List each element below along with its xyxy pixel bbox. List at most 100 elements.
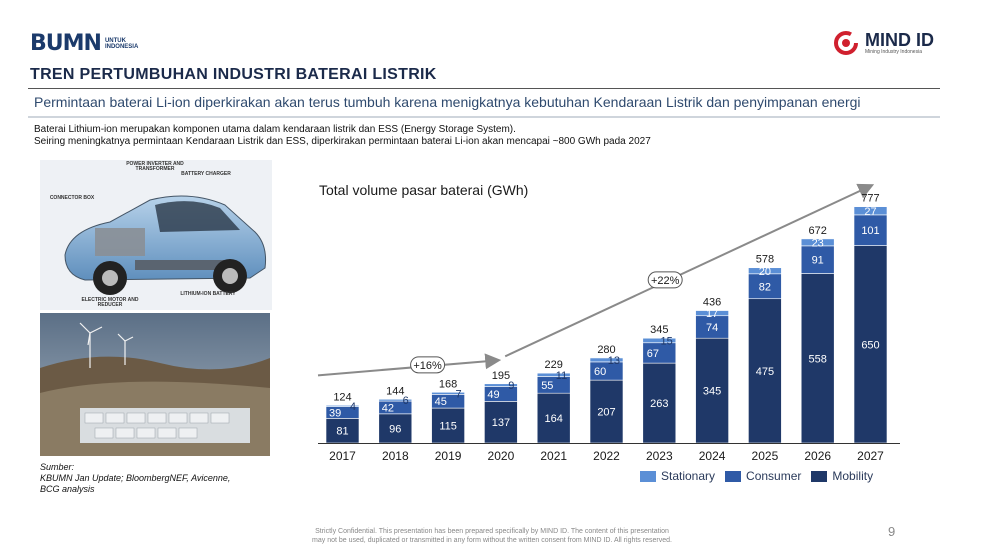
- tick-label-2019: 2019: [435, 449, 462, 463]
- footer-line-1: Strictly Confidential. This presentation…: [315, 528, 669, 535]
- bar-mobility-2022: [589, 379, 624, 444]
- label-consumer-2020: 49: [487, 389, 499, 401]
- label-stationary-2026: 23: [812, 237, 824, 249]
- bar-stationary-2018: [378, 398, 413, 402]
- label-lithium-battery: LITHIUM-ION BATTERY: [180, 291, 236, 297]
- label-stationary-2027: 27: [864, 206, 876, 218]
- tick-label-2026: 2026: [804, 449, 831, 463]
- label-mobility-2021: 164: [545, 413, 563, 425]
- bar-mobility-2017: [325, 418, 360, 444]
- tick-label-2022: 2022: [593, 449, 620, 463]
- footer-line-2: may not be used, duplicated or transmitt…: [312, 537, 672, 544]
- total-label-2023: 345: [650, 324, 668, 336]
- label-mobility-2018: 96: [389, 423, 401, 435]
- title-divider: [28, 88, 940, 89]
- page-number: 9: [888, 524, 896, 539]
- bar-mobility-2026: [800, 273, 835, 444]
- tick-label-2021: 2021: [540, 449, 567, 463]
- tick-label-2020: 2020: [488, 449, 515, 463]
- growth-arrow-2: [504, 183, 875, 358]
- bar-mobility-2021: [536, 392, 571, 444]
- bar-consumer-2025: [748, 273, 782, 300]
- label-mobility-2024: 345: [703, 386, 721, 398]
- mind-id-logo-text: MIND ID: [865, 30, 934, 50]
- label-stationary-2019: 7: [455, 388, 461, 400]
- total-label-2027: 777: [861, 193, 879, 205]
- chart-legend: Stationary Consumer Mobility: [640, 469, 873, 483]
- bar-stationary-2020: [484, 383, 518, 387]
- label-consumer-2017: 39: [329, 407, 341, 419]
- page-subtitle: Permintaan baterai Li-ion diperkirakan a…: [34, 94, 861, 110]
- cagr-2021-2027-badge: [647, 271, 683, 289]
- bar-stationary-2021: [536, 372, 571, 377]
- total-label-2025: 578: [756, 254, 774, 266]
- label-stationary-2018: 6: [403, 395, 409, 407]
- label-stationary-2025: 20: [759, 266, 771, 278]
- total-label-2017: 124: [333, 391, 351, 403]
- label-mobility-2025: 475: [756, 366, 774, 378]
- energy-storage-photo: [40, 313, 270, 456]
- label-mobility-2023: 263: [650, 398, 668, 410]
- tick-label-2017: 2017: [329, 449, 356, 463]
- tick-label-2025: 2025: [752, 449, 779, 463]
- label-stationary-2022: 13: [608, 355, 620, 367]
- bar-stationary-2022: [589, 357, 624, 363]
- tick-label-2027: 2027: [857, 449, 884, 463]
- bar-mobility-2020: [484, 401, 518, 444]
- chart-title: Total volume pasar baterai (GWh): [319, 182, 529, 198]
- label-consumer-2021: 55: [541, 380, 553, 392]
- legend-swatch-stationary: [640, 470, 656, 482]
- bar-stationary-2025: [748, 267, 782, 275]
- label-mobility-2020: 137: [492, 417, 510, 429]
- subtitle-divider: [28, 116, 940, 118]
- total-label-2026: 672: [809, 225, 827, 237]
- bar-consumer-2026: [800, 245, 835, 274]
- bar-mobility-2019: [431, 407, 465, 444]
- label-battery-charger: BATTERY CHARGER: [181, 171, 231, 177]
- bar-stationary-2027: [853, 206, 888, 216]
- bumn-logo-mark: BUMN: [30, 31, 102, 56]
- growth-arrow-1: [317, 353, 502, 377]
- intro-line-2: Seiring meningkatnya permintaan Kendaraa…: [34, 136, 651, 147]
- bar-mobility-2027: [853, 245, 888, 444]
- bar-stationary-2017: [325, 405, 360, 407]
- mind-id-logo: MIND ID Mining Industry Indonesia: [833, 30, 934, 56]
- label-consumer-2027: 101: [861, 225, 879, 237]
- legend-swatch-mobility: [811, 470, 828, 482]
- label-stationary-2021: 11: [556, 370, 567, 382]
- label-mobility-2022: 207: [597, 407, 615, 419]
- label-stationary-2024: 17: [706, 308, 718, 320]
- bar-mobility-2023: [642, 362, 677, 444]
- label-mobility-2027: 650: [861, 339, 879, 351]
- label-mobility-2026: 558: [809, 353, 827, 365]
- legend-label-stationary: Stationary: [661, 469, 716, 483]
- bar-mobility-2025: [748, 298, 782, 444]
- total-label-2021: 229: [545, 359, 563, 371]
- total-label-2019: 168: [439, 378, 457, 390]
- label-stationary-2017: 4: [350, 401, 356, 413]
- confidentiality-footer: Strictly Confidential. This presentation…: [200, 527, 784, 545]
- label-consumer-2022: 60: [594, 366, 606, 378]
- page-title: TREN PERTUMBUHAN INDUSTRI BATERAI LISTRI…: [30, 66, 437, 83]
- total-label-2024: 436: [703, 297, 721, 309]
- label-electric-motor: ELECTRIC MOTOR AND REDUCER: [81, 297, 139, 308]
- mind-id-logo-sub: Mining Industry Indonesia: [865, 49, 922, 55]
- label-consumer-2026: 91: [812, 255, 824, 267]
- source-line-1: KBUMN Jan Update; BloombergNEF, Avicenne…: [40, 473, 231, 483]
- total-label-2018: 144: [386, 385, 404, 397]
- intro-text: Baterai Lithium-ion merupakan komponen u…: [34, 124, 651, 148]
- label-stationary-2023: 15: [661, 335, 673, 347]
- tick-label-2023: 2023: [646, 449, 673, 463]
- label-mobility-2017: 81: [336, 426, 348, 438]
- cagr-2017-2021-label: +16%: [413, 360, 442, 372]
- intro-line-1: Baterai Lithium-ion merupakan komponen u…: [34, 124, 516, 135]
- bar-stationary-2023: [642, 337, 677, 344]
- legend-label-consumer: Consumer: [746, 469, 802, 483]
- source-note: Sumber: KBUMN Jan Update; BloombergNEF, …: [40, 462, 230, 495]
- legend-item-mobility: Mobility: [811, 469, 873, 483]
- total-label-2020: 195: [492, 370, 510, 382]
- mind-id-logo-icon: [834, 31, 858, 55]
- bumn-logo: BUMN UNTUK INDONESIA: [30, 31, 138, 56]
- cagr-2021-2027-label: +22%: [651, 275, 680, 287]
- label-stationary-2020: 9: [508, 380, 514, 392]
